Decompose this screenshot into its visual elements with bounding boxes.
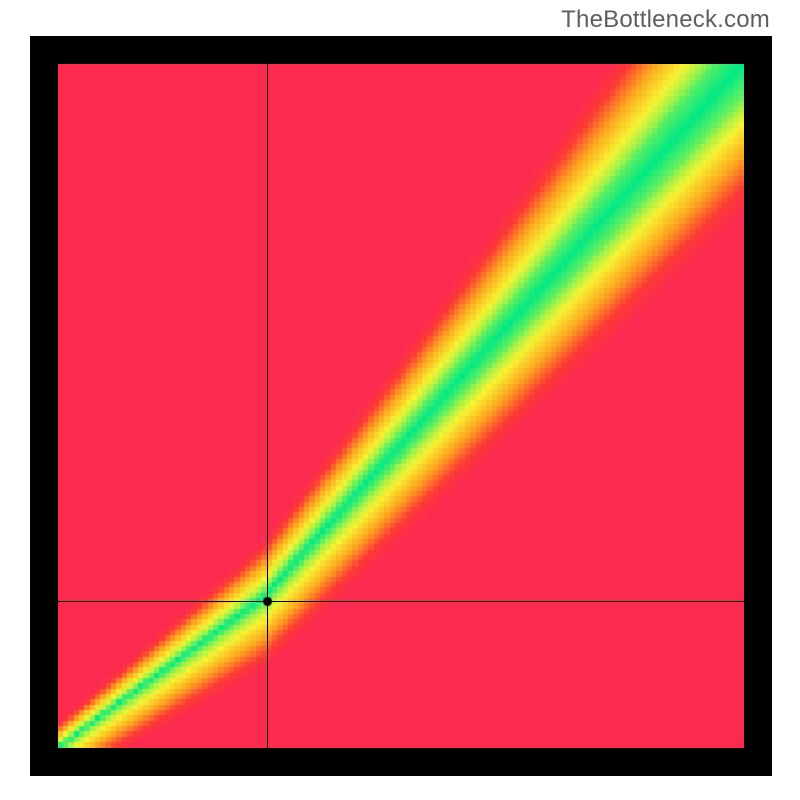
frame-right bbox=[744, 36, 772, 776]
crosshair-horizontal bbox=[58, 601, 744, 602]
frame-top bbox=[30, 36, 772, 64]
chart-container: TheBottleneck.com bbox=[0, 0, 800, 800]
frame-left bbox=[30, 36, 58, 776]
watermark-text: TheBottleneck.com bbox=[561, 6, 770, 34]
heatmap-canvas bbox=[58, 64, 744, 748]
crosshair-vertical bbox=[267, 64, 268, 748]
frame-bottom bbox=[30, 748, 772, 776]
crosshair-marker bbox=[261, 595, 274, 608]
